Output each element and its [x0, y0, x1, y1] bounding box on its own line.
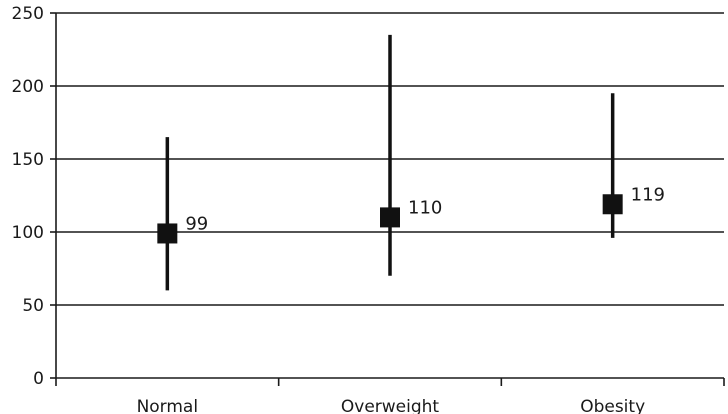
axes — [55, 13, 724, 379]
mean-marker — [602, 194, 623, 215]
data-label: 110 — [408, 197, 442, 218]
y-tick-label: 150 — [12, 150, 44, 170]
x-category-label: Normal — [137, 397, 199, 414]
data-label: 99 — [185, 213, 208, 234]
x-axis-category-labels: Normal Overweight Obesity — [137, 397, 646, 414]
y-tick-label: 250 — [12, 4, 44, 24]
y-tick-label: 0 — [33, 369, 44, 389]
mean-marker — [380, 207, 400, 228]
x-category-label: Overweight — [341, 397, 440, 414]
y-tick-label: 200 — [12, 77, 44, 97]
y-axis-tick-labels: 0 50 100 150 200 250 — [12, 4, 44, 389]
gridlines — [50, 12, 724, 379]
data-marks: 99 110 119 — [157, 34, 665, 291]
x-category-label: Obesity — [580, 397, 645, 414]
y-tick-label: 50 — [22, 296, 44, 316]
mean-marker — [157, 223, 178, 244]
data-label: 119 — [631, 184, 665, 205]
y-tick-label: 100 — [12, 223, 44, 243]
x-axis-ticks — [55, 378, 725, 386]
